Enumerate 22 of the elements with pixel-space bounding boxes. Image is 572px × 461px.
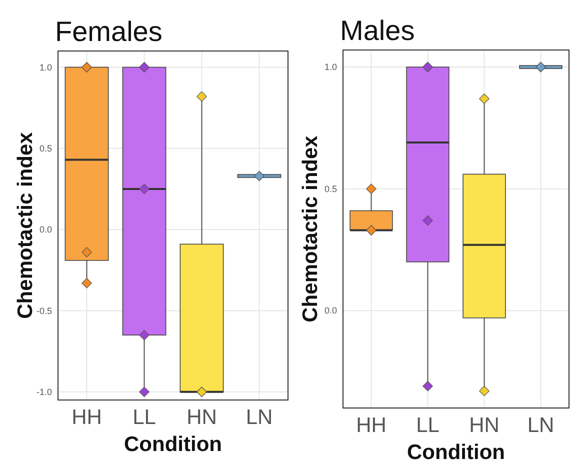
y-tick-label: -0.5 (36, 306, 52, 316)
x-tick-label: HH (356, 414, 386, 437)
y-tick-label: 1.0 (39, 62, 52, 72)
chart-title: Males (340, 15, 415, 46)
x-tick-label: LN (246, 406, 273, 429)
chart-title: Females (55, 16, 162, 47)
y-tick-label: 0.0 (39, 224, 52, 235)
x-tick-label: HH (72, 406, 102, 429)
x-tick-label: LN (527, 414, 554, 437)
x-axis-title: Condition (124, 433, 222, 456)
x-tick-label: HN (186, 406, 217, 429)
y-tick-label: -1.0 (36, 387, 52, 398)
y-axis-title: Chemotactic index (14, 132, 37, 319)
y-tick-label: 0.5 (39, 144, 52, 154)
y-axis-title: Chemotactic index (299, 135, 322, 322)
y-tick-label: 0.5 (324, 184, 337, 194)
y-tick-label: 1.0 (324, 62, 337, 72)
x-tick-label: LL (416, 414, 440, 437)
y-tick-label: 0.0 (324, 306, 337, 316)
x-axis-title: Condition (407, 441, 505, 461)
x-tick-label: HN (469, 414, 500, 437)
x-tick-label: LL (132, 406, 156, 429)
